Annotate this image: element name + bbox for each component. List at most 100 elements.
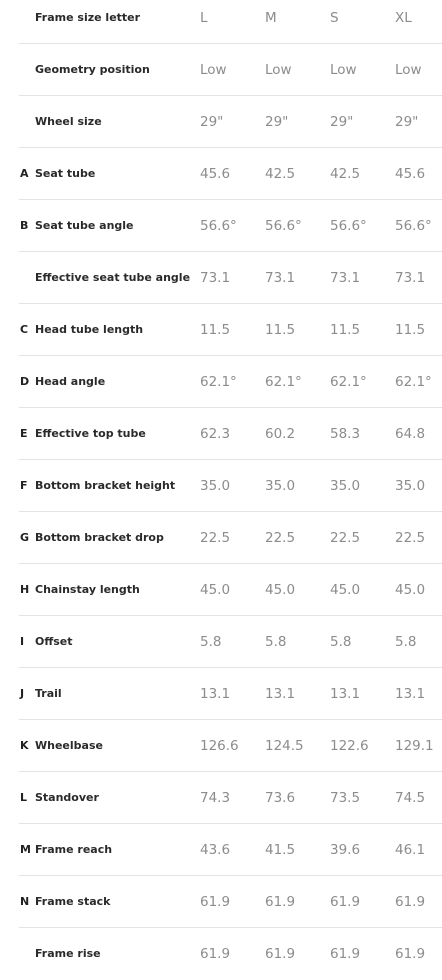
table-row: Effective seat tube angle 73.1 73.1 73.1…	[0, 252, 442, 304]
cell-value: 5.8	[200, 634, 222, 650]
cell-value: 45.0	[330, 582, 361, 598]
table-row: L Standover 74.3 73.6 73.5 74.5	[0, 772, 442, 824]
cell-value: 29"	[200, 114, 224, 130]
table-row: J Trail 13.1 13.1 13.1 13.1	[0, 668, 442, 720]
row-letter: B	[20, 219, 29, 232]
row-letter: L	[20, 791, 28, 804]
cell-value: 22.5	[200, 530, 231, 546]
row-letter: I	[20, 635, 25, 648]
row-letter: F	[20, 479, 28, 492]
row-label: Bottom bracket height	[35, 479, 176, 492]
table-row: Frame rise 61.9 61.9 61.9 61.9	[0, 928, 442, 980]
cell-value: 61.9	[200, 894, 231, 910]
cell-value: 11.5	[395, 322, 426, 338]
cell-value: 74.3	[200, 790, 231, 806]
cell-value: 45.6	[395, 166, 426, 182]
row-letter: K	[20, 739, 29, 752]
row-label: Wheel size	[35, 115, 102, 128]
cell-value: 61.9	[395, 946, 426, 962]
cell-value: 22.5	[395, 530, 426, 546]
cell-value: 56.6°	[395, 218, 432, 234]
row-label: Standover	[35, 791, 99, 804]
cell-value: 73.1	[200, 270, 231, 286]
table-row: D Head angle 62.1° 62.1° 62.1° 62.1°	[0, 356, 442, 408]
row-letter: A	[20, 167, 29, 180]
cell-value: 73.5	[330, 790, 361, 806]
cell-value: 22.5	[330, 530, 361, 546]
row-letter: M	[20, 843, 31, 856]
cell-value: Low	[330, 62, 357, 78]
cell-value: 73.1	[265, 270, 296, 286]
row-letter: N	[20, 895, 30, 908]
cell-value: 11.5	[330, 322, 361, 338]
cell-value: 61.9	[200, 946, 231, 962]
cell-value: Low	[200, 62, 227, 78]
table-row: K Wheelbase 126.6 124.5 122.6 129.1	[0, 720, 442, 772]
row-letter: E	[20, 427, 28, 440]
cell-value: 62.1°	[395, 374, 432, 390]
cell-value: 5.8	[395, 634, 417, 650]
row-label: Frame size letter	[35, 11, 141, 24]
cell-value: 62.1°	[265, 374, 302, 390]
row-label: Bottom bracket drop	[35, 531, 164, 544]
table-row: A Seat tube 45.6 42.5 42.5 45.6	[0, 148, 442, 200]
cell-value: 73.1	[395, 270, 426, 286]
row-label: Seat tube	[35, 167, 96, 180]
cell-value: 45.6	[200, 166, 231, 182]
cell-value: 62.3	[200, 426, 231, 442]
row-label: Frame rise	[35, 947, 101, 960]
cell-value: 42.5	[265, 166, 296, 182]
table-row: Wheel size 29" 29" 29" 29"	[0, 96, 442, 148]
cell-value: 41.5	[265, 842, 296, 858]
row-letter: H	[20, 583, 30, 596]
cell-value: 56.6°	[200, 218, 237, 234]
row-label: Seat tube angle	[35, 219, 134, 232]
row-label: Effective top tube	[35, 427, 146, 440]
cell-value: 46.1	[395, 842, 426, 858]
row-letter: J	[20, 687, 25, 700]
table-row: F Bottom bracket height 35.0 35.0 35.0 3…	[0, 460, 442, 512]
cell-value: 5.8	[265, 634, 287, 650]
row-label: Offset	[35, 635, 73, 648]
table-row: N Frame stack 61.9 61.9 61.9 61.9	[0, 876, 442, 928]
cell-value: 35.0	[395, 478, 426, 494]
cell-value: 124.5	[265, 738, 304, 754]
row-label: Wheelbase	[35, 739, 103, 752]
cell-value: 61.9	[265, 894, 296, 910]
cell-value: 62.1°	[200, 374, 237, 390]
row-letter: G	[20, 531, 30, 544]
cell-value: 45.0	[265, 582, 296, 598]
cell-value: 61.9	[330, 946, 361, 962]
row-letter: C	[20, 323, 29, 336]
cell-value: 11.5	[200, 322, 231, 338]
cell-value: 73.1	[330, 270, 361, 286]
cell-value: 13.1	[330, 686, 361, 702]
cell-value: 42.5	[330, 166, 361, 182]
table-row: E Effective top tube 62.3 60.2 58.3 64.8	[0, 408, 442, 460]
cell-value: L	[200, 10, 208, 26]
cell-value: 22.5	[265, 530, 296, 546]
cell-value: 35.0	[200, 478, 231, 494]
row-label: Geometry position	[35, 63, 150, 76]
row-label: Frame reach	[35, 843, 113, 856]
row-letter: D	[20, 375, 30, 388]
cell-value: 56.6°	[265, 218, 302, 234]
table-row: B Seat tube angle 56.6° 56.6° 56.6° 56.6…	[0, 200, 442, 252]
cell-value: 13.1	[265, 686, 296, 702]
row-label: Head tube length	[35, 323, 144, 336]
cell-value: 126.6	[200, 738, 239, 754]
cell-value: 13.1	[200, 686, 231, 702]
table-row: M Frame reach 43.6 41.5 39.6 46.1	[0, 824, 442, 876]
cell-value: 5.8	[330, 634, 352, 650]
cell-value: 60.2	[265, 426, 296, 442]
cell-value: 64.8	[395, 426, 426, 442]
row-label: Trail	[35, 687, 62, 700]
table-row: Geometry position Low Low Low Low	[0, 44, 442, 96]
cell-value: 73.6	[265, 790, 296, 806]
cell-value: 74.5	[395, 790, 426, 806]
cell-value: 61.9	[395, 894, 426, 910]
row-label: Effective seat tube angle	[35, 271, 191, 284]
cell-value: 45.0	[200, 582, 231, 598]
cell-value: 29"	[330, 114, 354, 130]
